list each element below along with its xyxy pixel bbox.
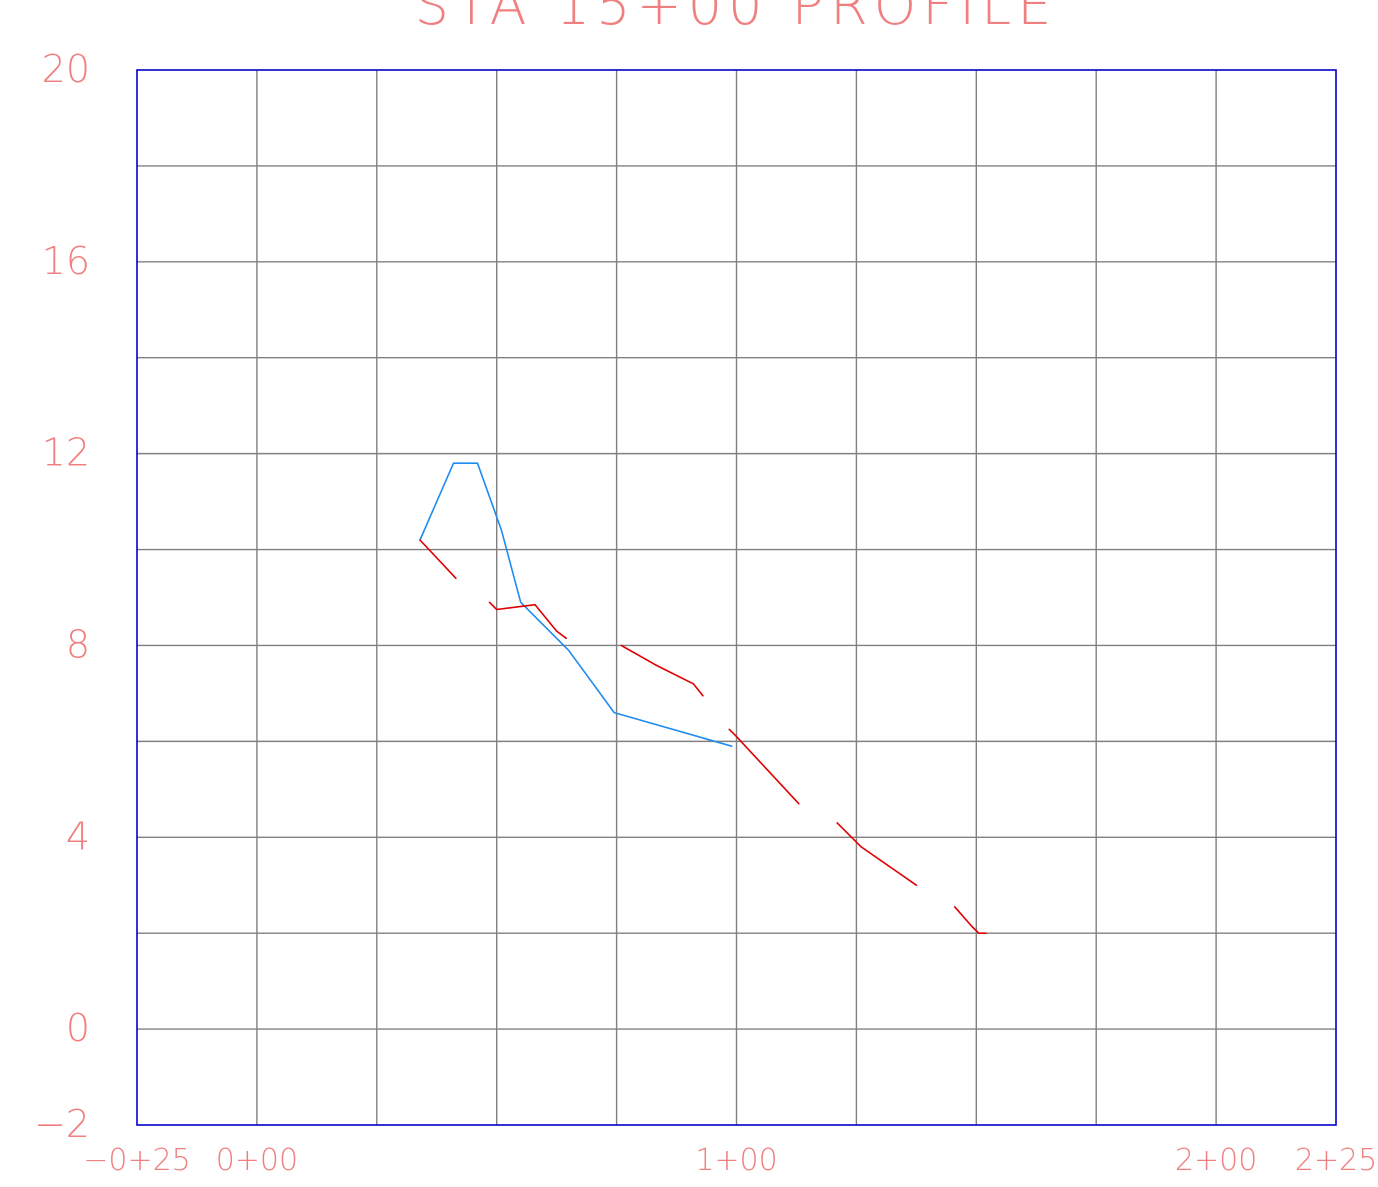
y-tick-label: 20: [42, 47, 90, 91]
x-tick-label: 1+00: [695, 1143, 777, 1178]
y-tick-label: 0: [66, 1006, 90, 1050]
ground-line-segment: [836, 822, 918, 887]
x-tick-label: −0+25: [83, 1143, 191, 1178]
ground-line-segment: [728, 728, 800, 805]
y-tick-label: −2: [34, 1102, 90, 1146]
plot-frame: [136, 69, 1337, 1126]
ground-line-segment: [953, 905, 987, 935]
chart-title: STA 15+00 PROFILE: [415, 0, 1058, 37]
y-tick-label: 16: [42, 239, 90, 283]
ground-line-segment: [488, 601, 568, 640]
y-tick-label: 8: [66, 622, 90, 666]
x-tick-label: 2+25: [1295, 1143, 1377, 1178]
y-tick-label: 12: [42, 431, 90, 475]
design-line-segment: [419, 462, 733, 748]
x-tick-label: 0+00: [216, 1143, 298, 1178]
series-layer: [419, 462, 987, 935]
y-axis-labels: 20 16 12 8 4 0 −2: [34, 47, 90, 1146]
x-tick-label: 2+00: [1175, 1143, 1257, 1178]
ground-line-segment: [419, 539, 457, 580]
y-tick-label: 4: [66, 814, 90, 858]
x-axis-labels: −0+25 0+00 1+00 2+00 2+25: [83, 1143, 1377, 1178]
ground-line-segment: [620, 644, 704, 697]
grid: [137, 70, 1336, 1125]
